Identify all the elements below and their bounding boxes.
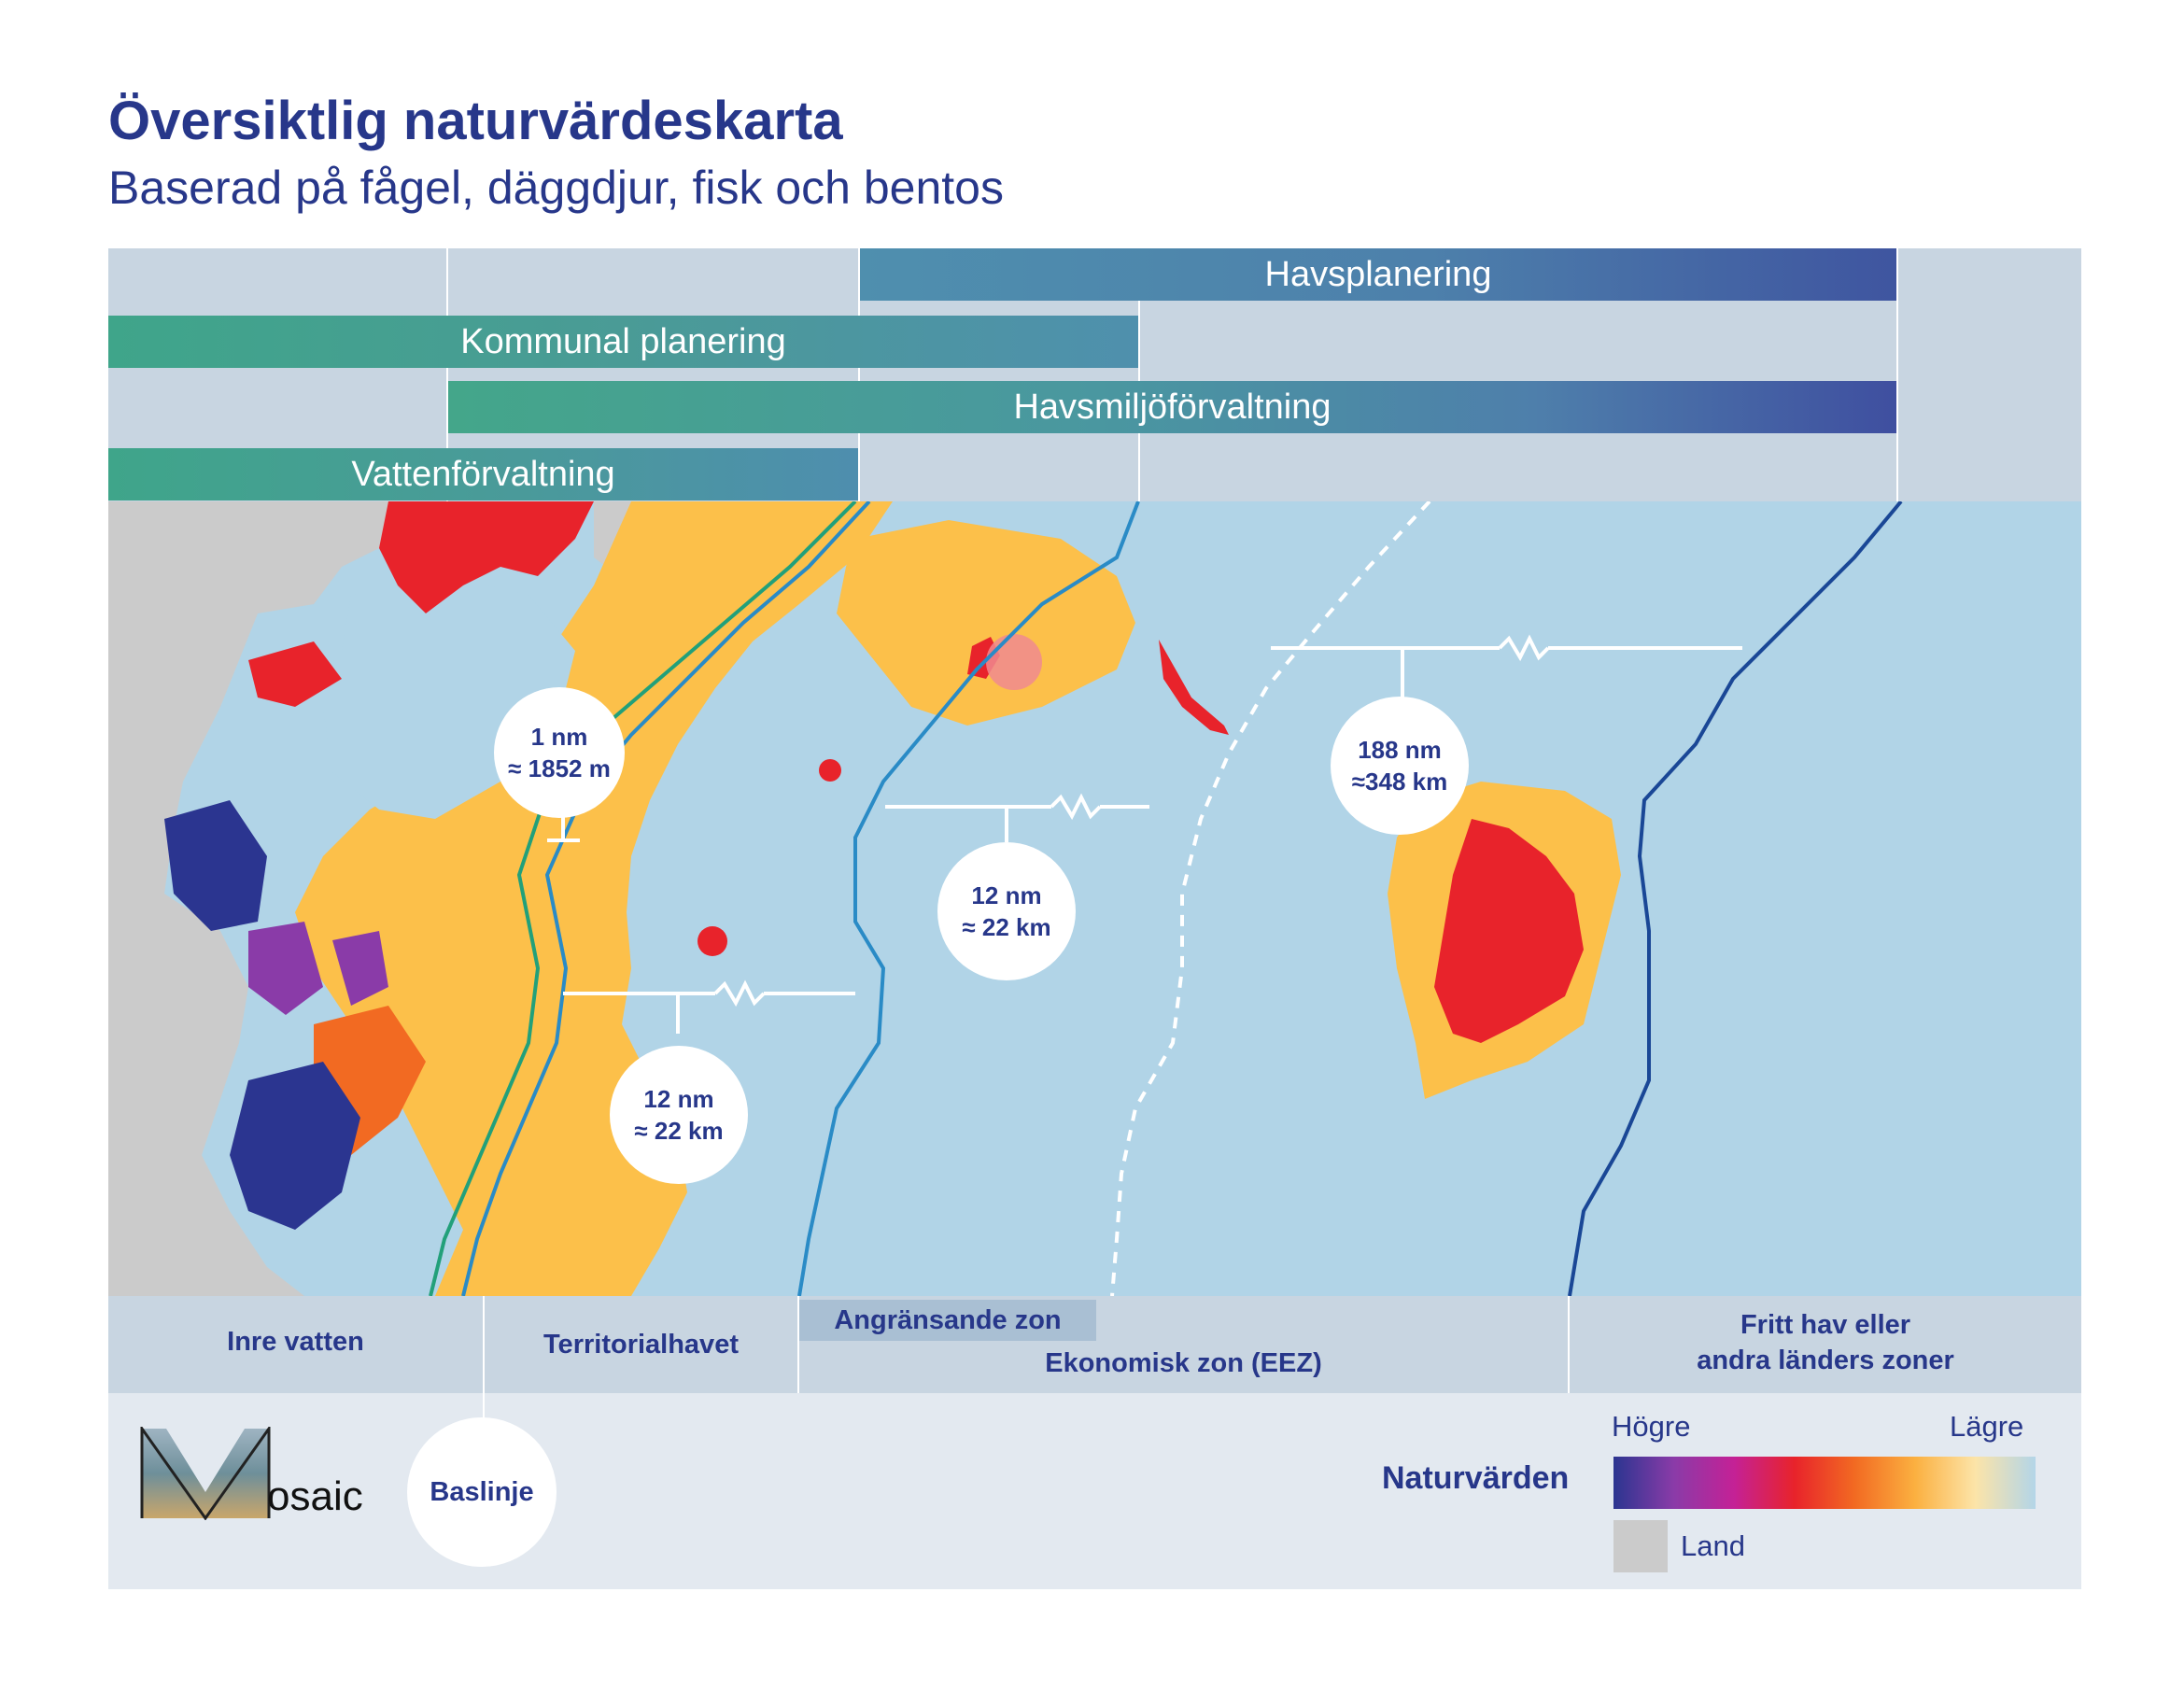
zone-fritt-hav-line2: andra länders zoner	[1697, 1346, 1954, 1375]
distance-label-12nm-contiguous: 12 nm ≈ 22 km	[937, 842, 1076, 980]
divider-line	[1568, 1296, 1570, 1393]
contiguous-zone-tab	[799, 1300, 1096, 1341]
baseline-line	[429, 501, 857, 1296]
zone-inre-vatten: Inre vatten	[227, 1327, 364, 1357]
distance-value: 12 nm	[643, 1085, 714, 1113]
high-value-area	[379, 501, 594, 613]
divider-line	[1896, 248, 1898, 501]
legend-land-label: Land	[1681, 1529, 1745, 1562]
page-title: Översiktlig naturvärdeskarta	[108, 91, 843, 151]
legend-footer: osaic Baslinje Naturvärden Högre Lägre L…	[108, 1393, 2081, 1589]
mosaic-logo: osaic	[140, 1424, 383, 1521]
distance-label-188nm: 188 nm ≈348 km	[1331, 697, 1469, 835]
highest-value-area	[230, 1062, 360, 1230]
distance-label-12nm-territorial: 12 nm ≈ 22 km	[610, 1046, 748, 1184]
legend-low-label: Lägre	[1950, 1410, 2024, 1443]
zone-ekonomisk: Ekonomisk zon (EEZ)	[1045, 1348, 1322, 1378]
logo-text: osaic	[267, 1473, 363, 1519]
zone-fritt-hav-line1: Fritt hav eller	[1740, 1310, 1911, 1340]
high-value-area	[248, 641, 342, 707]
divider-line	[483, 1296, 485, 1393]
baseline-text: Baslinje	[430, 1477, 534, 1507]
zone-angransande: Angränsande zon	[834, 1305, 1062, 1335]
divider-line	[1138, 248, 1140, 501]
zone-territorialhavet: Territorialhavet	[543, 1330, 739, 1360]
distance-label-1nm: 1 nm ≈ 1852 m	[494, 687, 625, 818]
high-value-area	[1159, 640, 1229, 735]
nature-value-map	[108, 501, 2081, 1296]
distance-conversion: ≈ 1852 m	[508, 754, 611, 782]
distance-value: 1 nm	[530, 723, 588, 751]
territorial-sea-line	[797, 501, 1140, 1296]
distance-conversion: ≈ 22 km	[634, 1117, 724, 1145]
medium-value-area	[295, 501, 893, 1296]
distance-arrow-12nm-contiguous	[885, 793, 1149, 842]
legend-high-label: Högre	[1612, 1410, 1691, 1443]
bar-havsmiljoforvaltning: Havsmiljöförvaltning	[448, 381, 1896, 433]
bar-kommunal-planering: Kommunal planering	[108, 316, 1138, 368]
divider-line	[797, 1296, 799, 1393]
high-value-area	[697, 926, 727, 956]
distance-arrow-12nm-territorial	[563, 979, 855, 1034]
legend-gradient-bar	[1613, 1457, 2036, 1509]
distance-arrow-188nm	[1271, 634, 1742, 698]
bar-vattenforvaltning: Vattenförvaltning	[108, 448, 858, 500]
land-area	[108, 501, 416, 1296]
logo-m-icon	[140, 1424, 271, 1521]
eez-boundary-line	[1568, 501, 1903, 1296]
highest-value-area	[332, 931, 388, 1006]
baseline-connector	[483, 1393, 485, 1421]
distance-value: 188 nm	[1358, 736, 1442, 764]
divider-line	[858, 248, 860, 501]
territorial-line	[461, 501, 871, 1296]
bank-high-value	[1434, 819, 1584, 1043]
planning-header: Havsplanering Kommunal planering Havsmil…	[108, 248, 2081, 501]
highest-value-area	[164, 800, 267, 931]
highest-value-area	[248, 922, 323, 1015]
medium-value-area	[837, 520, 1135, 726]
distance-conversion: ≈348 km	[1351, 768, 1448, 796]
zone-fritt-hav: Fritt hav eller andra länders zoner	[1570, 1307, 2081, 1378]
divider-line	[446, 248, 448, 501]
distance-value: 12 nm	[971, 881, 1042, 909]
high-value-area	[819, 759, 841, 782]
distance-conversion: ≈ 22 km	[962, 913, 1051, 941]
baseline-label: Baslinje	[407, 1417, 557, 1567]
legend-title: Naturvärden	[1382, 1460, 1570, 1496]
legend-land-swatch	[1613, 1520, 1668, 1572]
contiguous-zone-line	[1110, 501, 1431, 1296]
zone-strip: Inre vatten Territorialhavet Angränsande…	[108, 1296, 2081, 1393]
page-subtitle: Baserad på fågel, däggdjur, fisk och ben…	[108, 162, 1004, 214]
high-value-highlight	[986, 634, 1042, 690]
bar-havsplanering: Havsplanering	[860, 248, 1896, 301]
